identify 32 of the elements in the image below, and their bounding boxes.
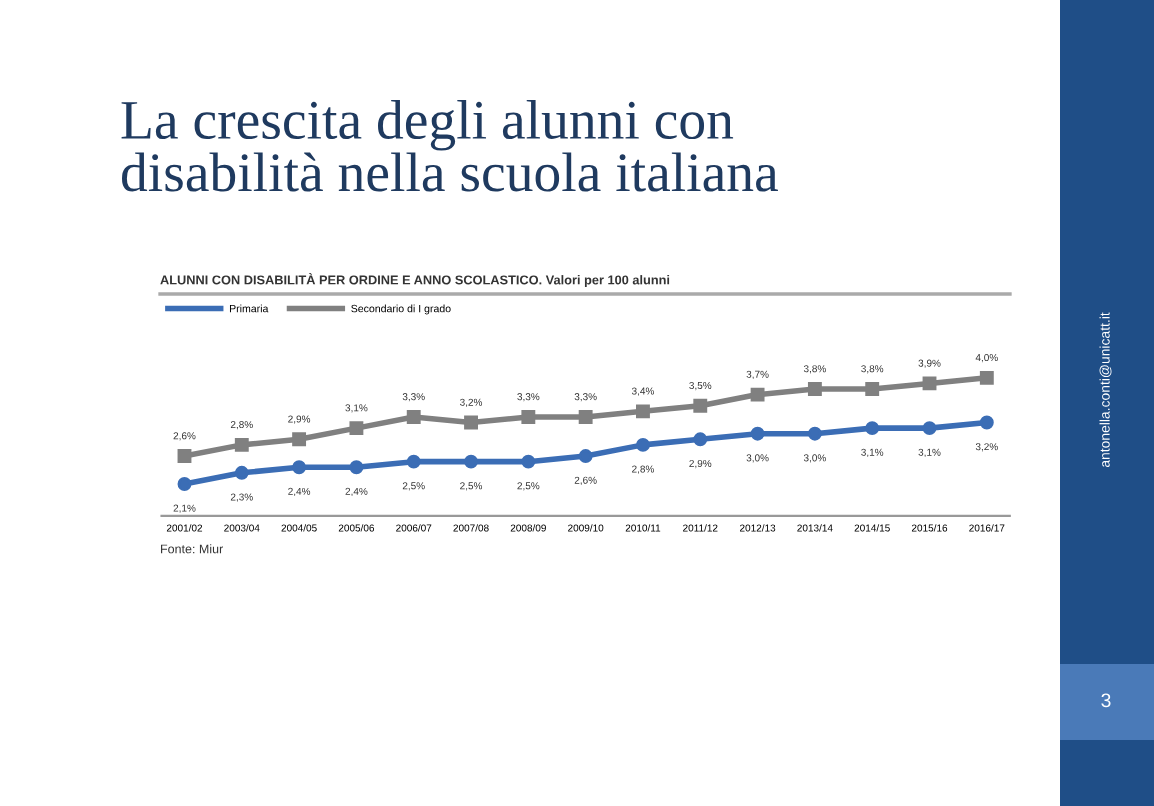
point	[865, 421, 880, 436]
point	[521, 454, 536, 469]
point	[807, 382, 822, 396]
point	[636, 404, 650, 419]
point	[979, 415, 994, 430]
point	[234, 437, 249, 452]
point	[693, 398, 708, 413]
point	[578, 449, 593, 463]
point	[349, 421, 364, 436]
point	[865, 382, 880, 396]
point	[464, 454, 478, 469]
point	[234, 465, 249, 480]
point	[578, 410, 593, 424]
point	[406, 410, 421, 424]
point	[750, 387, 765, 402]
point	[349, 460, 364, 475]
point	[292, 460, 307, 475]
point	[177, 477, 192, 491]
point	[922, 421, 937, 436]
point	[406, 454, 421, 469]
point	[979, 370, 994, 385]
chart-title: La crescita degli alunni con disabilità nella scuola italiana	[121, 100, 778, 192]
point	[464, 415, 478, 430]
point	[177, 449, 192, 463]
point	[922, 376, 937, 391]
point	[807, 426, 822, 441]
text: 3	[1101, 693, 1111, 708]
point	[636, 437, 650, 452]
point	[292, 432, 307, 447]
point	[521, 410, 536, 424]
point	[693, 432, 708, 447]
point	[750, 426, 765, 441]
